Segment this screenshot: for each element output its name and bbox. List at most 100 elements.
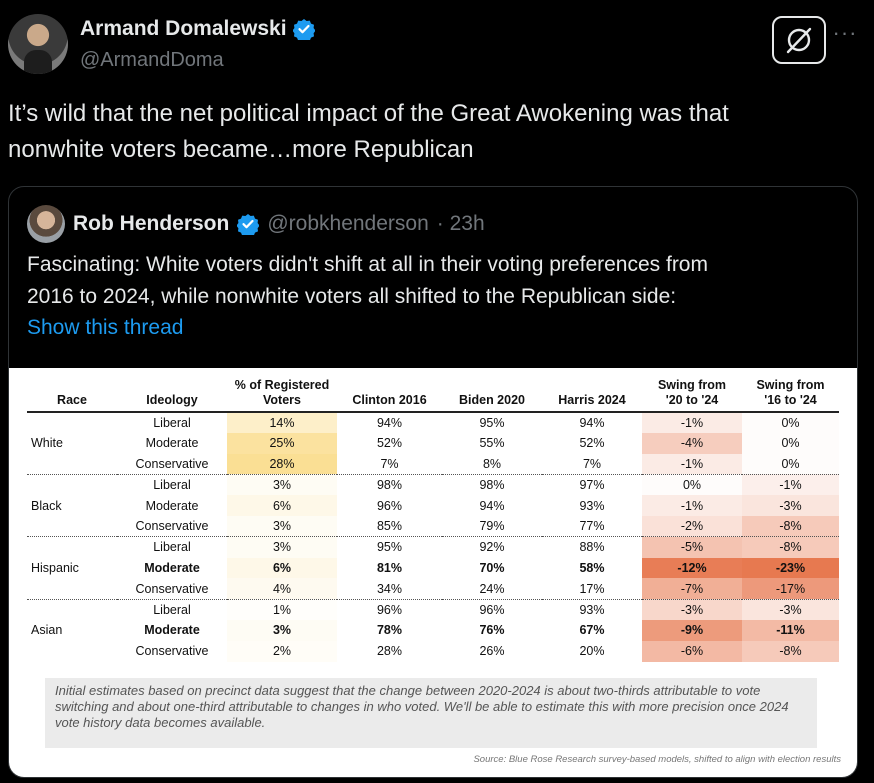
header-swing20: Swing from '20 to '24 xyxy=(642,378,742,413)
table-note: Initial estimates based on precinct data… xyxy=(45,678,817,748)
cell-biden: 95% xyxy=(479,415,505,430)
cell-race xyxy=(27,474,117,495)
tweet-text-line: It’s wild that the net political impact … xyxy=(8,100,729,127)
header-ideology: Ideology xyxy=(117,378,227,413)
cell-pct: 1% xyxy=(272,602,292,617)
cell-race xyxy=(27,453,117,475)
header-race: Race xyxy=(27,378,117,413)
table-row: Conservative 28% 7% 8% 7% -1% 0% xyxy=(27,453,839,475)
cell-swing16: -1% xyxy=(742,474,839,496)
header-pct-line: Voters xyxy=(263,393,301,407)
cell-ideology: Liberal xyxy=(153,478,191,493)
cell-ideology: Moderate xyxy=(145,436,199,451)
table-row: Conservative 4% 34% 24% 17% -7% -17% xyxy=(27,578,839,600)
cell-clinton: 96% xyxy=(376,498,403,513)
cell-pct: 3% xyxy=(227,536,337,558)
header-pct-line: % of Registered xyxy=(234,378,330,392)
cell-clinton: 78% xyxy=(376,623,403,638)
cell-harris: 97% xyxy=(579,478,605,493)
quoted-timestamp: · 23h xyxy=(436,212,485,235)
cell-biden: 24% xyxy=(442,578,542,600)
verified-badge-icon xyxy=(292,19,315,40)
cell-swing20: -5% xyxy=(642,536,742,558)
quoted-text-line: 2016 to 2024, while nonwhite voters all … xyxy=(27,285,677,308)
table-source: Source: Blue Rose Research survey-based … xyxy=(473,754,841,765)
cell-race xyxy=(27,578,117,600)
cell-swing16: -8% xyxy=(742,515,839,538)
table-row: Conservative 3% 85% 79% 77% -2% -8% xyxy=(27,515,839,538)
header-swing16: Swing from '16 to '24 xyxy=(742,378,839,413)
quoted-author-avatar xyxy=(27,205,65,243)
quoted-author-display-name: Rob Henderson xyxy=(73,212,230,235)
more-dots-icon[interactable]: ··· xyxy=(832,20,858,45)
voting-table: Race Ideology % of Registered Voters Clin… xyxy=(27,378,839,662)
table-row: Hispanic Moderate 6% 81% 70% 58% -12% -23% xyxy=(27,557,839,579)
header-swing16-line: Swing from xyxy=(756,378,825,392)
author-name-row: Armand Domalewski xyxy=(80,17,315,41)
cell-race: White xyxy=(31,436,63,451)
author-avatar[interactable] xyxy=(8,14,68,74)
table-row: Black Moderate 6% 96% 94% 93% -1% -3% xyxy=(27,495,839,516)
cell-biden: 76% xyxy=(479,623,505,638)
cell-ideology: Liberal xyxy=(153,540,191,555)
cell-race: Asian xyxy=(31,623,63,638)
header-pct: % of Registered Voters xyxy=(227,378,337,413)
cell-swing20: 0% xyxy=(682,478,702,493)
table-row: Liberal 3% 98% 98% 97% 0% -1% xyxy=(27,474,839,496)
table-row: Liberal 1% 96% 96% 93% -3% -3% xyxy=(27,599,839,620)
cell-clinton: 81% xyxy=(376,560,403,575)
quoted-text-line: Fascinating: White voters didn't shift a… xyxy=(27,253,708,276)
cell-ideology: Liberal xyxy=(153,602,191,617)
author-display-name[interactable]: Armand Domalewski xyxy=(80,17,287,40)
cell-race xyxy=(27,641,117,662)
cell-swing20: -2% xyxy=(642,515,742,538)
quoted-tweet[interactable]: Rob Henderson @robkhenderson · 23h Fasci… xyxy=(8,186,858,778)
cell-harris: 93% xyxy=(579,602,605,617)
cell-swing20: -9% xyxy=(642,619,742,641)
cell-ideology: Moderate xyxy=(144,560,200,575)
quoted-author-handle: @robkhenderson xyxy=(267,212,429,235)
cell-harris: 52% xyxy=(579,436,605,451)
cell-biden: 55% xyxy=(479,436,505,451)
cell-pct: 3% xyxy=(227,474,337,496)
cell-harris: 17% xyxy=(542,578,642,600)
cell-pct: 28% xyxy=(227,453,337,475)
cell-harris: 67% xyxy=(579,623,605,638)
author-handle[interactable]: @ArmandDoma xyxy=(80,49,224,71)
cell-swing16: -8% xyxy=(742,536,839,558)
cell-swing16: 0% xyxy=(742,453,839,475)
cell-swing20: -6% xyxy=(642,640,742,662)
cell-swing16: -23% xyxy=(742,557,839,579)
show-thread-link[interactable]: Show this thread xyxy=(27,316,184,339)
cell-ideology: Liberal xyxy=(153,415,191,430)
cell-pct: 6% xyxy=(227,495,337,516)
header-swing20-line: Swing from xyxy=(657,378,727,392)
attached-table-image[interactable]: Race Ideology % of Registered Voters Clin… xyxy=(9,368,857,777)
cell-swing20: -12% xyxy=(642,557,742,579)
grok-button[interactable] xyxy=(772,16,826,64)
cell-biden: 79% xyxy=(442,515,542,538)
cell-clinton: 96% xyxy=(376,602,403,617)
cell-pct: 14% xyxy=(227,412,337,433)
header-swing16-line: '16 to '24 xyxy=(764,393,817,407)
tweet-header: Armand Domalewski @ArmandDoma ··· xyxy=(8,14,866,78)
cell-swing16: -11% xyxy=(742,619,839,641)
cell-biden: 96% xyxy=(479,602,505,617)
cell-race: Black xyxy=(31,498,62,513)
tweet-text-line: nonwhite voters became…more Republican xyxy=(8,136,474,163)
table-row: Conservative 2% 28% 26% 20% -6% -8% xyxy=(27,640,839,662)
cell-harris: 88% xyxy=(579,540,605,555)
cell-ideology: Conservative xyxy=(117,453,227,475)
cell-ideology: Conservative xyxy=(117,578,227,600)
cell-clinton: 7% xyxy=(337,453,442,475)
cell-race xyxy=(27,515,117,538)
cell-race xyxy=(27,537,117,558)
cell-biden: 26% xyxy=(479,644,505,659)
cell-clinton: 98% xyxy=(376,478,403,493)
header-clinton: Clinton 2016 xyxy=(337,378,442,413)
cell-race xyxy=(27,599,117,620)
cell-harris: 58% xyxy=(579,560,605,575)
quoted-tweet-header: Rob Henderson @robkhenderson · 23h xyxy=(27,205,485,243)
cell-pct: 4% xyxy=(227,578,337,600)
table-row: Liberal 14% 94% 95% 94% -1% 0% xyxy=(27,412,839,433)
